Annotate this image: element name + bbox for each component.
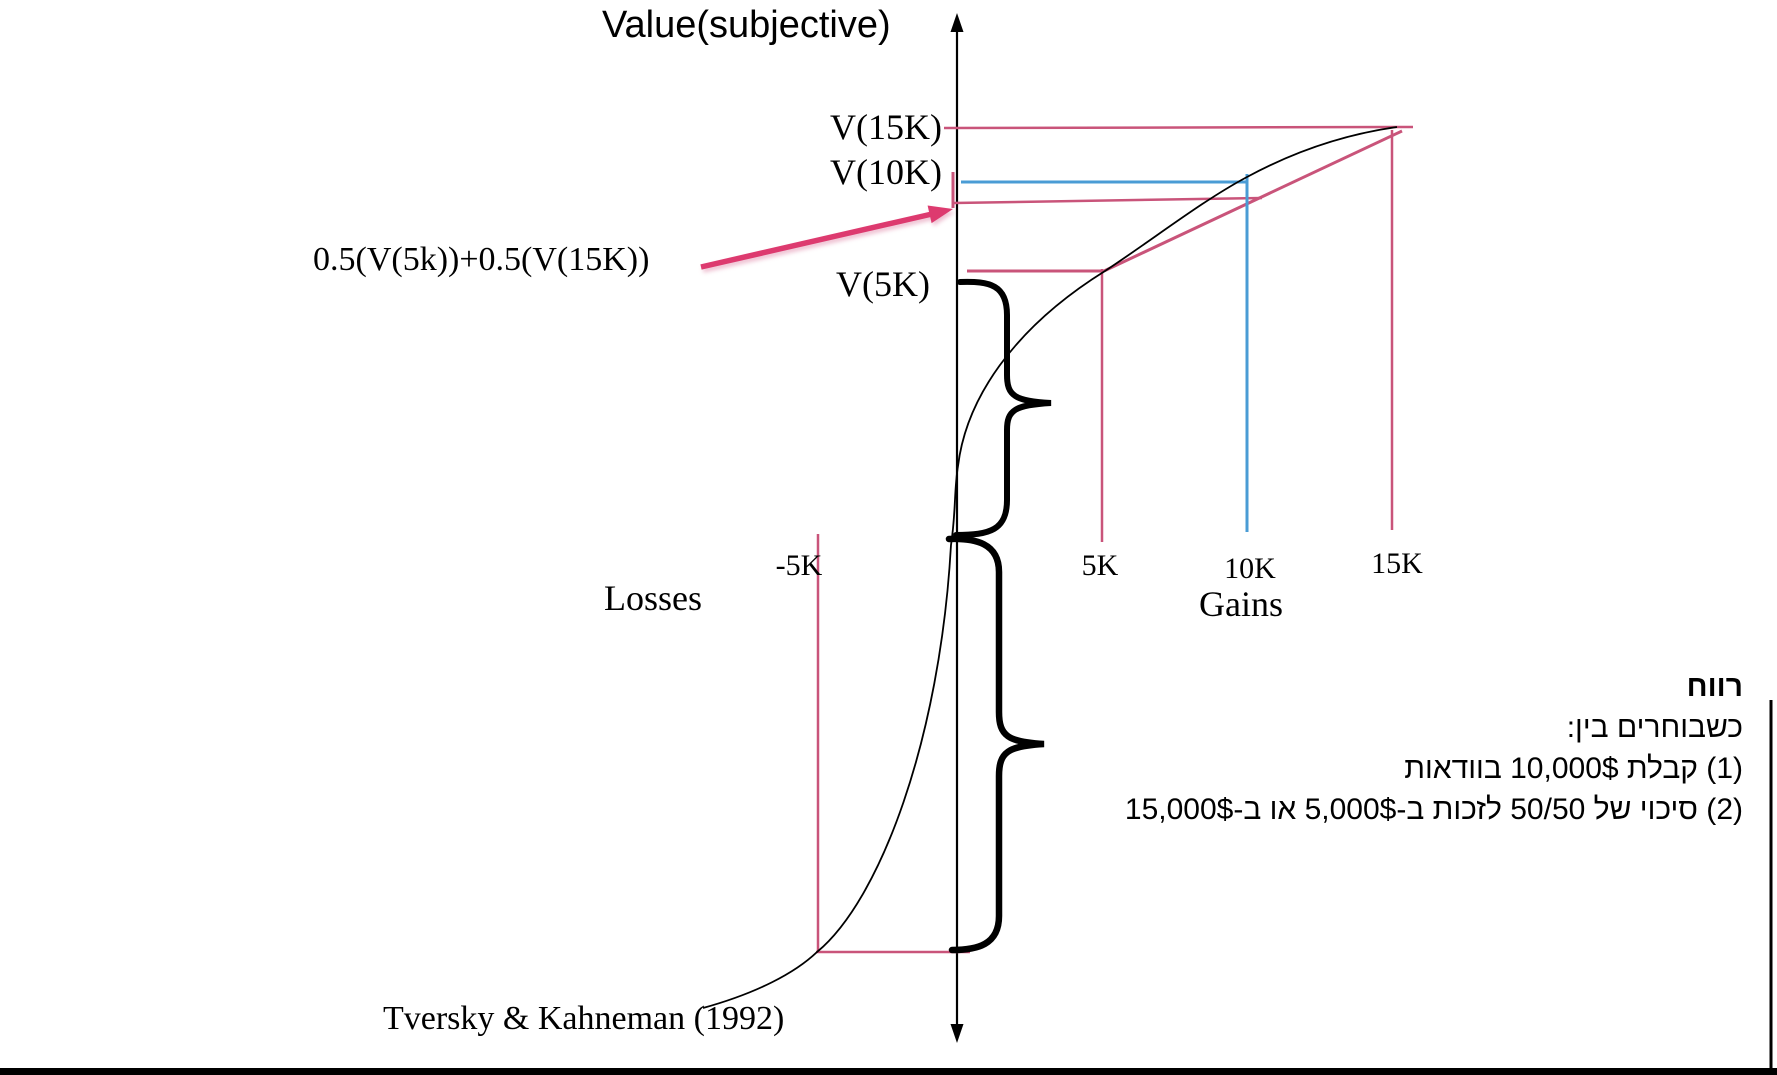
- v5k-label: V(5K): [836, 264, 930, 304]
- tick-label-5k: 5K: [1081, 549, 1119, 582]
- v15k-label: V(15K): [830, 107, 942, 147]
- hebrew-note-heading: רווח: [1686, 670, 1743, 703]
- expected-value-horizontal-guide: [953, 196, 1263, 205]
- citation-label: Tversky & Kahneman (1992): [383, 1000, 785, 1037]
- upper-brace: [953, 278, 1052, 538]
- gains-axis-label: Gains: [1199, 584, 1283, 624]
- expected-value-arrow: [700, 205, 953, 270]
- expected-value-formula-label: 0.5(V(5k))+0.5(V(15K)): [313, 241, 650, 278]
- slide-bottom-border: [0, 1068, 1777, 1075]
- tick-label-15k: 15K: [1371, 547, 1423, 580]
- chart-title: Value(subjective): [602, 4, 891, 46]
- value-function-curve: [702, 126, 1398, 1009]
- axis-arrow-up-icon: [950, 13, 964, 32]
- losses-axis-label: Losses: [604, 578, 702, 618]
- hebrew-note-block: רווח כשבוחרים בין: (1) קבלת 10,000$ בווד…: [1125, 666, 1743, 830]
- hebrew-note-intro: כשבוחרים בין:: [1566, 711, 1743, 744]
- axis-arrow-down-icon: [950, 1024, 964, 1043]
- expected-value-arrow-shaft: [700, 211, 933, 270]
- v10k-label: V(10K): [830, 152, 942, 192]
- v15k-horizontal-guide: [943, 125, 1414, 130]
- expected-value-arrowhead-icon: [927, 205, 953, 224]
- tick-label-10k: 10K: [1224, 552, 1276, 585]
- hebrew-note-option1: (1) קבלת 10,000$ בוודאות: [1404, 752, 1743, 785]
- hebrew-note-option2: (2) סיכוי של 50/50 לזכות ב-5,000$ או ב-1…: [1124, 793, 1743, 826]
- tick-label-neg5k: -5K: [775, 549, 823, 582]
- lower-brace: [945, 535, 1045, 954]
- chord-5k-15k-line: [1103, 129, 1403, 273]
